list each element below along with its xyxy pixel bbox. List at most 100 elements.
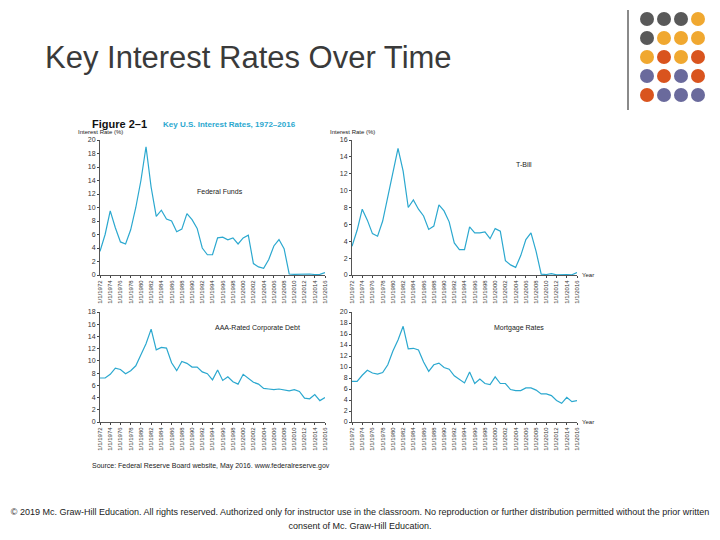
svg-text:1/1/1978: 1/1/1978 [128,427,134,451]
svg-text:6: 6 [92,382,96,389]
svg-text:2: 2 [344,407,348,414]
svg-text:1/1/1988: 1/1/1988 [431,280,437,304]
svg-text:1/1/2016: 1/1/2016 [574,427,580,451]
svg-text:2: 2 [92,406,96,413]
svg-text:20: 20 [88,136,96,143]
svg-text:Mortgage Rates: Mortgage Rates [494,324,544,332]
svg-text:1/1/1986: 1/1/1986 [421,280,427,304]
svg-text:1/1/2014: 1/1/2014 [564,427,570,451]
svg-text:1/1/2008: 1/1/2008 [533,427,539,451]
svg-text:1/1/1980: 1/1/1980 [138,280,144,304]
svg-text:20: 20 [340,308,348,315]
svg-text:1/1/1986: 1/1/1986 [169,427,175,451]
svg-text:6: 6 [344,385,348,392]
svg-text:14: 14 [340,341,348,348]
svg-text:1/1/1984: 1/1/1984 [158,427,164,451]
svg-text:1/1/1996: 1/1/1996 [220,280,226,304]
svg-text:12: 12 [88,190,96,197]
svg-text:1/1/1990: 1/1/1990 [189,280,195,304]
svg-text:0: 0 [344,418,348,425]
svg-text:4: 4 [92,394,96,401]
svg-text:1/1/2000: 1/1/2000 [492,427,498,451]
svg-text:1/1/2012: 1/1/2012 [554,427,560,451]
svg-text:4: 4 [344,238,348,245]
svg-text:1/1/1976: 1/1/1976 [117,280,123,304]
svg-text:1/1/2004: 1/1/2004 [513,427,519,451]
svg-text:1/1/1996: 1/1/1996 [472,280,478,304]
svg-text:1/1/1992: 1/1/1992 [199,427,205,451]
svg-text:6: 6 [92,231,96,238]
svg-text:16: 16 [340,330,348,337]
svg-text:10: 10 [340,363,348,370]
svg-text:1/1/2010: 1/1/2010 [291,427,297,451]
svg-text:18: 18 [88,308,96,315]
svg-text:1/1/2014: 1/1/2014 [564,280,570,304]
svg-text:1/1/1976: 1/1/1976 [117,427,123,451]
svg-text:1/1/1994: 1/1/1994 [209,280,215,304]
svg-text:1/1/1990: 1/1/1990 [189,427,195,451]
svg-text:10: 10 [88,204,96,211]
svg-text:1/1/1982: 1/1/1982 [400,280,406,304]
svg-text:8: 8 [344,374,348,381]
svg-text:1/1/1998: 1/1/1998 [482,427,488,451]
svg-text:AAA-Rated Corporate Debt: AAA-Rated Corporate Debt [215,324,300,332]
svg-text:1/1/1994: 1/1/1994 [461,427,467,451]
svg-text:4: 4 [344,396,348,403]
svg-text:1/1/2010: 1/1/2010 [291,280,297,304]
svg-text:1/1/1982: 1/1/1982 [148,427,154,451]
svg-text:1/1/1974: 1/1/1974 [107,427,113,451]
svg-text:1/1/2002: 1/1/2002 [250,427,256,451]
svg-text:1/1/1994: 1/1/1994 [209,427,215,451]
svg-text:1/1/1974: 1/1/1974 [359,280,365,304]
svg-text:14: 14 [340,153,348,160]
svg-text:12: 12 [88,345,96,352]
svg-text:1/1/2012: 1/1/2012 [554,280,560,304]
svg-text:1/1/1980: 1/1/1980 [390,280,396,304]
svg-text:1/1/2000: 1/1/2000 [240,427,246,451]
svg-text:8: 8 [92,217,96,224]
svg-text:1/1/2000: 1/1/2000 [492,280,498,304]
svg-text:0: 0 [344,271,348,278]
svg-text:Interest Rate (%): Interest Rate (%) [330,129,375,135]
svg-text:T-Bill: T-Bill [516,161,532,168]
svg-text:Year: Year [582,419,594,425]
svg-text:1/1/2012: 1/1/2012 [302,427,308,451]
svg-text:1/1/1996: 1/1/1996 [220,427,226,451]
svg-text:1/1/1988: 1/1/1988 [431,427,437,451]
svg-text:1/1/1992: 1/1/1992 [451,280,457,304]
svg-text:1/1/1986: 1/1/1986 [421,427,427,451]
svg-text:1/1/2002: 1/1/2002 [502,280,508,304]
svg-text:1/1/1972: 1/1/1972 [349,280,355,304]
svg-text:1/1/1988: 1/1/1988 [179,427,185,451]
svg-text:1/1/2016: 1/1/2016 [322,280,328,304]
svg-text:1/1/2016: 1/1/2016 [322,427,328,451]
svg-text:16: 16 [88,321,96,328]
svg-text:1/1/1998: 1/1/1998 [230,427,236,451]
svg-text:1/1/2004: 1/1/2004 [513,280,519,304]
svg-text:1/1/1990: 1/1/1990 [441,280,447,304]
svg-text:1/1/2012: 1/1/2012 [302,280,308,304]
svg-text:1/1/1984: 1/1/1984 [410,427,416,451]
svg-text:10: 10 [88,357,96,364]
svg-text:14: 14 [88,333,96,340]
svg-text:1/1/2002: 1/1/2002 [502,427,508,451]
svg-text:14: 14 [88,177,96,184]
svg-text:1/1/1984: 1/1/1984 [410,280,416,304]
svg-text:1/1/2004: 1/1/2004 [261,280,267,304]
svg-text:1/1/2006: 1/1/2006 [523,427,529,451]
svg-text:1/1/2010: 1/1/2010 [543,427,549,451]
svg-text:6: 6 [344,221,348,228]
svg-text:1/1/1992: 1/1/1992 [199,280,205,304]
svg-text:1/1/1980: 1/1/1980 [138,427,144,451]
svg-text:1/1/1976: 1/1/1976 [369,280,375,304]
svg-text:1/1/1978: 1/1/1978 [128,280,134,304]
svg-text:1/1/1982: 1/1/1982 [400,427,406,451]
svg-text:1/1/1998: 1/1/1998 [482,280,488,304]
svg-text:1/1/1980: 1/1/1980 [390,427,396,451]
svg-text:1/1/1974: 1/1/1974 [107,280,113,304]
svg-text:18: 18 [340,319,348,326]
svg-text:1/1/1986: 1/1/1986 [169,280,175,304]
svg-text:0: 0 [92,418,96,425]
svg-text:10: 10 [340,187,348,194]
svg-text:8: 8 [92,370,96,377]
